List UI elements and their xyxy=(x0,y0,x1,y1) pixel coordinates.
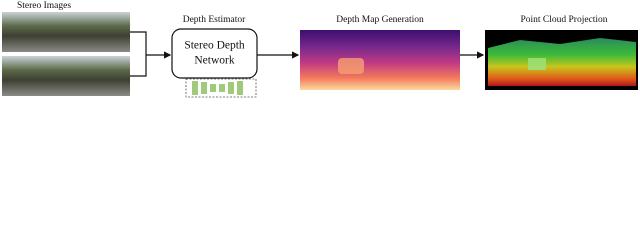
left-image xyxy=(2,12,130,52)
network-icon xyxy=(185,78,257,98)
depth-estimator-label: Depth Estimator xyxy=(183,15,246,25)
right-image xyxy=(2,56,130,96)
depth-map-image xyxy=(300,30,460,90)
depth-blob xyxy=(338,58,364,74)
point-cloud-label: Point Cloud Projection xyxy=(520,15,607,25)
point-cloud-blob xyxy=(528,58,546,70)
depth-map-label: Depth Map Generation xyxy=(336,15,424,25)
network-label-line: Stereo Depth xyxy=(184,40,245,52)
stereo-images-label: Stereo Images xyxy=(17,1,71,11)
pipeline-diagram: Stereo Images Depth Estimator Stereo Dep… xyxy=(2,1,638,98)
connector xyxy=(130,31,170,77)
point-cloud-image xyxy=(488,38,636,86)
network-box xyxy=(171,28,258,79)
network-label-line: Network xyxy=(194,55,234,67)
